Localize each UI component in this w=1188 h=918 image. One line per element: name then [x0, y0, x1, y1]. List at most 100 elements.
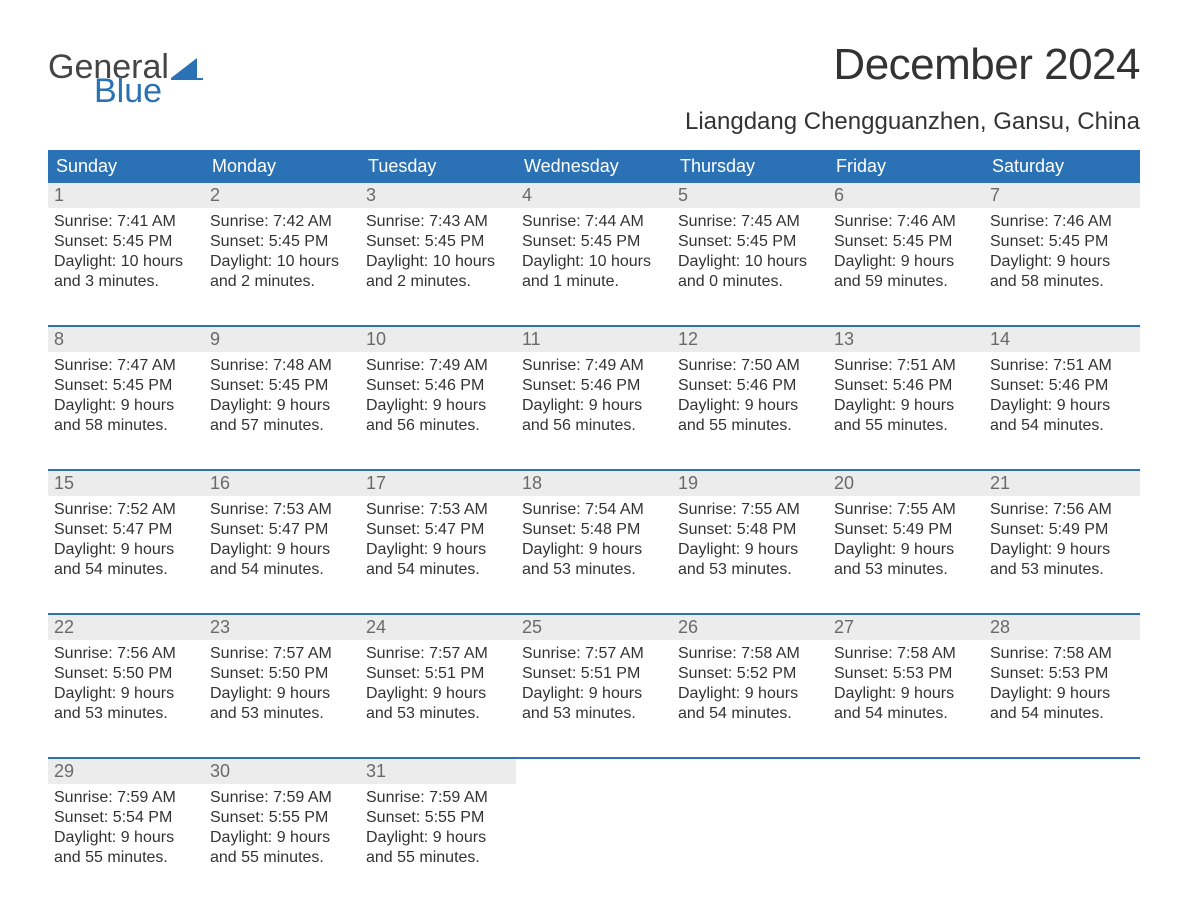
day-cell: [672, 759, 828, 879]
day-number: 1: [54, 185, 64, 205]
sunrise-line: Sunrise: 7:46 AM: [990, 212, 1134, 232]
daylight-line2: and 54 minutes.: [210, 560, 354, 580]
daylight-line1: Daylight: 9 hours: [678, 396, 822, 416]
month-title: December 2024: [685, 40, 1140, 90]
day-num-row: 5: [672, 183, 828, 208]
daylight-line1: Daylight: 9 hours: [990, 396, 1134, 416]
sunset-line: Sunset: 5:51 PM: [522, 664, 666, 684]
day-number: 23: [210, 617, 230, 637]
daylight-line2: and 57 minutes.: [210, 416, 354, 436]
day-num-row: 26: [672, 615, 828, 640]
daylight-line1: Daylight: 9 hours: [210, 396, 354, 416]
daylight-line2: and 3 minutes.: [54, 272, 198, 292]
day-header-thursday: Thursday: [672, 150, 828, 183]
header: General Blue December 2024 Liangdang Che…: [48, 40, 1140, 136]
daylight-line2: and 54 minutes.: [54, 560, 198, 580]
sunset-line: Sunset: 5:54 PM: [54, 808, 198, 828]
day-body: Sunrise: 7:45 AMSunset: 5:45 PMDaylight:…: [672, 208, 828, 294]
sunset-line: Sunset: 5:46 PM: [366, 376, 510, 396]
day-num-row: 1: [48, 183, 204, 208]
daylight-line2: and 58 minutes.: [990, 272, 1134, 292]
daylight-line2: and 55 minutes.: [678, 416, 822, 436]
day-cell: [828, 759, 984, 879]
sunrise-line: Sunrise: 7:59 AM: [210, 788, 354, 808]
day-cell: 3Sunrise: 7:43 AMSunset: 5:45 PMDaylight…: [360, 183, 516, 303]
sunrise-line: Sunrise: 7:53 AM: [210, 500, 354, 520]
daylight-line1: Daylight: 9 hours: [522, 396, 666, 416]
daylight-line2: and 56 minutes.: [366, 416, 510, 436]
sunset-line: Sunset: 5:45 PM: [210, 232, 354, 252]
day-number: 24: [366, 617, 386, 637]
daylight-line2: and 53 minutes.: [522, 704, 666, 724]
sunrise-line: Sunrise: 7:51 AM: [834, 356, 978, 376]
day-body: Sunrise: 7:44 AMSunset: 5:45 PMDaylight:…: [516, 208, 672, 294]
daylight-line1: Daylight: 9 hours: [834, 540, 978, 560]
daylight-line1: Daylight: 10 hours: [678, 252, 822, 272]
day-cell: 21Sunrise: 7:56 AMSunset: 5:49 PMDayligh…: [984, 471, 1140, 591]
sunrise-line: Sunrise: 7:47 AM: [54, 356, 198, 376]
daylight-line2: and 56 minutes.: [522, 416, 666, 436]
day-num-row: [672, 759, 828, 763]
sunrise-line: Sunrise: 7:56 AM: [990, 500, 1134, 520]
daylight-line1: Daylight: 9 hours: [366, 540, 510, 560]
sunset-line: Sunset: 5:52 PM: [678, 664, 822, 684]
daylight-line1: Daylight: 9 hours: [834, 252, 978, 272]
day-num-row: 17: [360, 471, 516, 496]
day-num-row: 22: [48, 615, 204, 640]
day-number: 17: [366, 473, 386, 493]
location: Liangdang Chengguanzhen, Gansu, China: [685, 108, 1140, 136]
sunset-line: Sunset: 5:47 PM: [54, 520, 198, 540]
sunset-line: Sunset: 5:45 PM: [990, 232, 1134, 252]
daylight-line2: and 2 minutes.: [366, 272, 510, 292]
day-body: Sunrise: 7:56 AMSunset: 5:49 PMDaylight:…: [984, 496, 1140, 582]
day-num-row: 9: [204, 327, 360, 352]
day-cell: 11Sunrise: 7:49 AMSunset: 5:46 PMDayligh…: [516, 327, 672, 447]
daylight-line1: Daylight: 9 hours: [366, 396, 510, 416]
day-cell: 28Sunrise: 7:58 AMSunset: 5:53 PMDayligh…: [984, 615, 1140, 735]
daylight-line2: and 1 minute.: [522, 272, 666, 292]
day-body: Sunrise: 7:58 AMSunset: 5:53 PMDaylight:…: [984, 640, 1140, 726]
day-cell: 16Sunrise: 7:53 AMSunset: 5:47 PMDayligh…: [204, 471, 360, 591]
sunrise-line: Sunrise: 7:52 AM: [54, 500, 198, 520]
day-num-row: [984, 759, 1140, 763]
day-num-row: 27: [828, 615, 984, 640]
day-body: Sunrise: 7:55 AMSunset: 5:48 PMDaylight:…: [672, 496, 828, 582]
day-cell: 17Sunrise: 7:53 AMSunset: 5:47 PMDayligh…: [360, 471, 516, 591]
day-cell: 29Sunrise: 7:59 AMSunset: 5:54 PMDayligh…: [48, 759, 204, 879]
day-number: 19: [678, 473, 698, 493]
day-number: 18: [522, 473, 542, 493]
daylight-line1: Daylight: 9 hours: [54, 540, 198, 560]
day-number: 13: [834, 329, 854, 349]
day-num-row: 29: [48, 759, 204, 784]
day-num-row: 30: [204, 759, 360, 784]
sunrise-line: Sunrise: 7:49 AM: [366, 356, 510, 376]
day-number: 20: [834, 473, 854, 493]
day-header-tuesday: Tuesday: [360, 150, 516, 183]
sunrise-line: Sunrise: 7:48 AM: [210, 356, 354, 376]
sunset-line: Sunset: 5:45 PM: [54, 376, 198, 396]
day-cell: 20Sunrise: 7:55 AMSunset: 5:49 PMDayligh…: [828, 471, 984, 591]
day-number: 27: [834, 617, 854, 637]
day-cell: 31Sunrise: 7:59 AMSunset: 5:55 PMDayligh…: [360, 759, 516, 879]
day-num-row: 7: [984, 183, 1140, 208]
daylight-line1: Daylight: 9 hours: [54, 684, 198, 704]
sunset-line: Sunset: 5:46 PM: [678, 376, 822, 396]
daylight-line2: and 0 minutes.: [678, 272, 822, 292]
daylight-line2: and 55 minutes.: [834, 416, 978, 436]
day-body: Sunrise: 7:53 AMSunset: 5:47 PMDaylight:…: [204, 496, 360, 582]
daylight-line2: and 53 minutes.: [990, 560, 1134, 580]
day-number: 3: [366, 185, 376, 205]
daylight-line2: and 53 minutes.: [678, 560, 822, 580]
daylight-line1: Daylight: 9 hours: [522, 540, 666, 560]
day-body: Sunrise: 7:42 AMSunset: 5:45 PMDaylight:…: [204, 208, 360, 294]
sunset-line: Sunset: 5:45 PM: [834, 232, 978, 252]
day-body: Sunrise: 7:59 AMSunset: 5:55 PMDaylight:…: [204, 784, 360, 870]
daylight-line1: Daylight: 9 hours: [834, 684, 978, 704]
daylight-line1: Daylight: 10 hours: [210, 252, 354, 272]
sunset-line: Sunset: 5:48 PM: [522, 520, 666, 540]
daylight-line1: Daylight: 9 hours: [678, 540, 822, 560]
logo-text-blue: Blue: [94, 74, 203, 108]
day-header-sunday: Sunday: [48, 150, 204, 183]
daylight-line2: and 54 minutes.: [834, 704, 978, 724]
day-header-row: SundayMondayTuesdayWednesdayThursdayFrid…: [48, 150, 1140, 183]
